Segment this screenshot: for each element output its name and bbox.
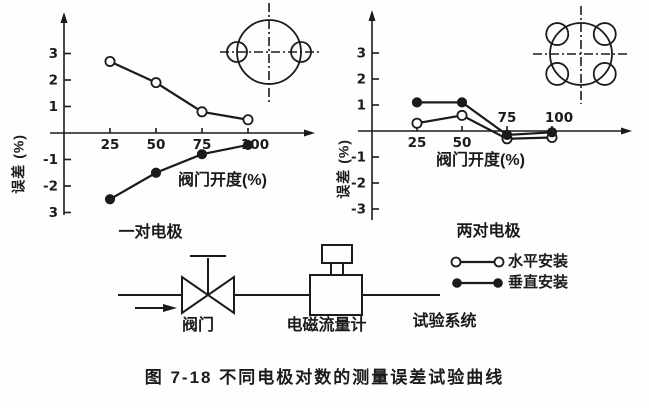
y-tick-label: 1 xyxy=(49,99,58,115)
flow-arrow-head xyxy=(163,304,177,312)
flowmeter-transmitter xyxy=(321,244,353,264)
filled-circle-marker-icon xyxy=(493,278,503,288)
valve-label: 阀门 xyxy=(181,317,214,334)
electrode-icon xyxy=(592,62,617,86)
open-circle-marker-icon xyxy=(411,117,423,129)
y-axis-arrow-icon xyxy=(60,12,68,23)
y-tick-label: 3 xyxy=(49,205,58,221)
x-tick-label: 50 xyxy=(147,137,166,153)
y-tick-label: 2 xyxy=(357,72,366,88)
filled-circle-marker-icon xyxy=(196,149,208,160)
electrode-icon xyxy=(592,22,617,46)
series-line xyxy=(109,60,249,121)
y-tick-label: -3 xyxy=(351,202,366,218)
system-label: 试验系统 xyxy=(412,313,477,330)
open-circle-marker-icon xyxy=(493,256,505,268)
y-tick-label: -1 xyxy=(351,150,366,166)
x-tick-label: 50 xyxy=(453,135,472,151)
x-tick-label: 100 xyxy=(545,110,573,126)
x-tick-label: 75 xyxy=(498,110,517,126)
x-tick-label: 75 xyxy=(193,137,212,153)
filled-circle-marker-icon xyxy=(242,139,254,151)
x-tick-label: 25 xyxy=(101,137,120,153)
pipe-cross-section-icon xyxy=(549,22,613,86)
open-circle-marker-icon xyxy=(242,114,254,126)
figure-caption: 图 7-18 不同电极对数的测量误差试验曲线 xyxy=(144,368,505,387)
legend-label-vertical: 垂直安装 xyxy=(508,274,569,291)
y-tick-label: -2 xyxy=(43,179,58,195)
left-chart-title: 一对电极 xyxy=(118,224,183,241)
flowmeter-body xyxy=(309,274,363,316)
electrode-icon xyxy=(290,41,312,63)
flowmeter-label: 电磁流量计 xyxy=(286,317,367,334)
y-tick-label: 3 xyxy=(49,46,58,62)
open-circle-marker-icon xyxy=(456,109,468,121)
filled-circle-marker-icon xyxy=(501,129,513,140)
left-y-axis-label: 误差 (%) xyxy=(10,134,27,194)
series-line xyxy=(417,101,553,137)
x-axis-arrow-icon xyxy=(621,127,632,135)
y-tick-label: -2 xyxy=(351,176,366,192)
right-x-axis-label: 阀门开度(%) xyxy=(436,152,525,169)
open-circle-marker-icon xyxy=(104,55,116,67)
y-axis-arrow-icon xyxy=(368,10,376,21)
series-line xyxy=(416,114,553,140)
electrode-icon xyxy=(226,41,248,63)
filled-circle-marker-icon xyxy=(150,167,162,178)
valve-icon xyxy=(181,275,210,315)
y-tick-label: 3 xyxy=(357,46,366,62)
pipe-cross-section-icon xyxy=(236,19,302,85)
y-tick-label: 2 xyxy=(49,73,58,89)
filled-circle-marker-icon xyxy=(411,97,423,108)
electrode-icon xyxy=(545,22,570,46)
legend-markers xyxy=(450,256,505,288)
filled-circle-marker-icon xyxy=(452,278,462,288)
filled-circle-marker-icon xyxy=(456,97,468,108)
left-x-axis-label: 阀门开度(%) xyxy=(178,172,267,189)
right-chart-title: 两对电极 xyxy=(456,223,521,240)
series-line xyxy=(109,143,249,201)
pipeline-schematic xyxy=(118,244,440,316)
x-tick-label: 25 xyxy=(408,135,427,151)
y-tick-label: 1 xyxy=(357,98,366,114)
electrode-icon xyxy=(545,62,570,86)
y-tick-label: -1 xyxy=(43,152,58,168)
x-axis-arrow-icon xyxy=(304,129,315,137)
open-circle-marker-icon xyxy=(450,256,462,268)
filled-circle-marker-icon xyxy=(546,127,558,138)
open-circle-marker-icon xyxy=(196,106,208,118)
chart-2: 3 2 1 -1 -2 -3 25 50 75 100 xyxy=(351,6,632,220)
open-circle-marker-icon xyxy=(150,77,162,89)
right-y-axis-label: 误差 (%) xyxy=(335,139,352,199)
legend-label-horizontal: 水平安装 xyxy=(508,253,569,270)
filled-circle-marker-icon xyxy=(104,194,116,205)
valve-icon xyxy=(206,275,235,315)
